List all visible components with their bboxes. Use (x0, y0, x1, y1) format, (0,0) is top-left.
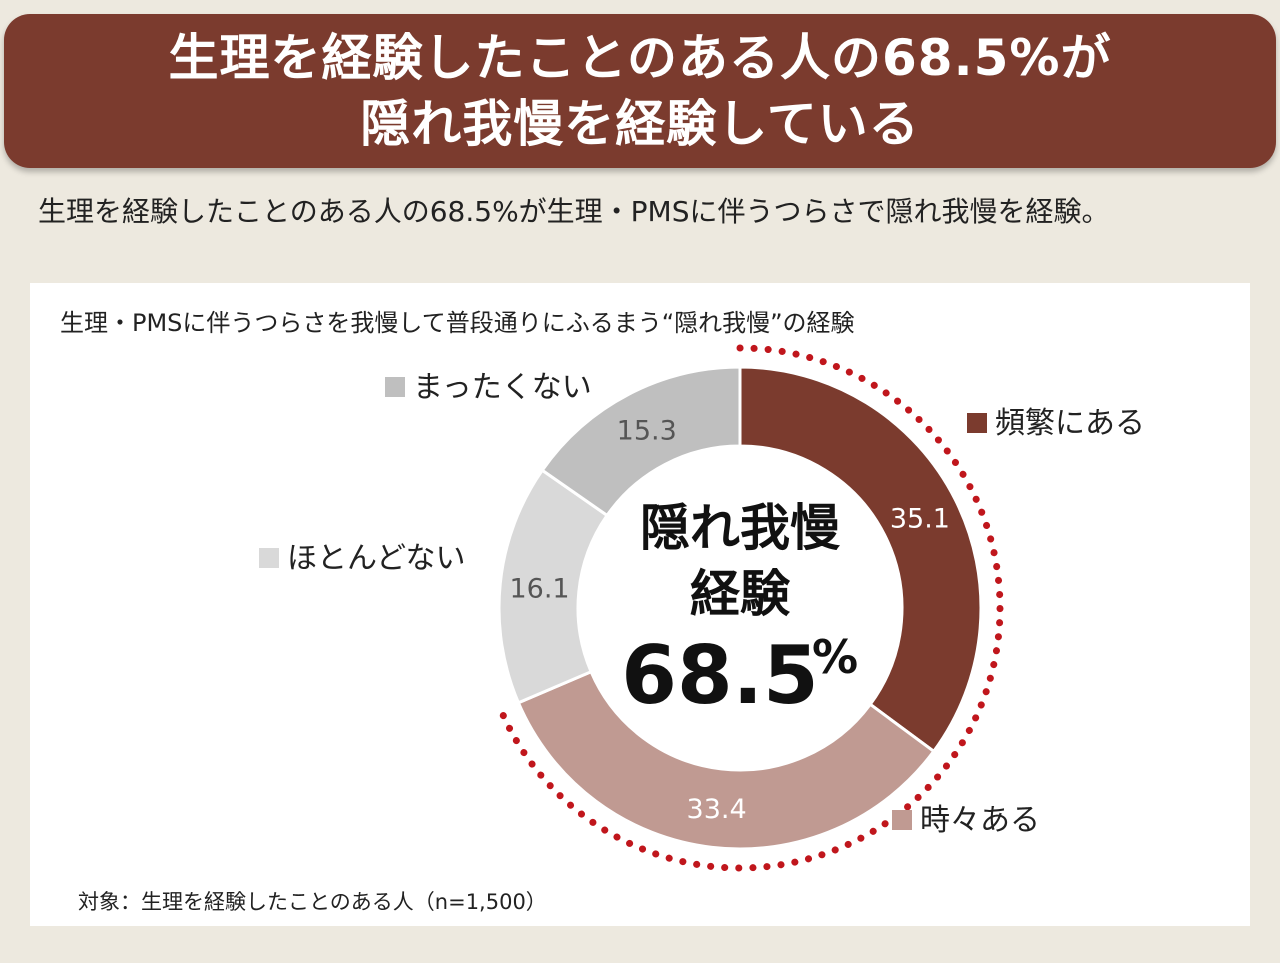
legend-swatch-4 (385, 377, 405, 397)
center-label-line-1: 隠れ我慢 (640, 499, 840, 557)
legend-swatch-2 (892, 810, 912, 830)
legend-label-2: 時々ある (920, 803, 1040, 838)
donut-slice-2 (516, 669, 936, 851)
highlight-ring (497, 344, 1004, 872)
chart-panel: 35.1 33.4 16.1 15.3 頻繁にある時々ある ほとんどない まったくない 隠… (30, 283, 1250, 926)
donut-slice-1 (738, 365, 983, 754)
slice-value-label-3: 16.1 (509, 573, 569, 604)
highlight-dotted-arc (497, 344, 1004, 872)
legend-label-4: まったくない (413, 370, 592, 405)
slice-value-label-4: 15.3 (617, 415, 677, 446)
donut-slices: 35.1 33.4 16.1 15.3 (497, 365, 983, 851)
footnote: 対象：生理を経験したことのある人（n=1,500） (78, 890, 547, 914)
center-value: 68.5 (621, 629, 818, 722)
chart-title: 生理・PMSに伴うつらさを我慢して普段通りにふるまう“隠れ我慢”の経験 (60, 309, 855, 337)
legend-label-1: 頻繁にある (995, 406, 1145, 441)
headline-line-1: 生理を経験したことのある人の68.5%が (168, 29, 1112, 87)
summary-subtitle: 生理を経験したことのある人の68.5%が生理・PMSに伴うつらさで隠れ我慢を経験… (38, 195, 1110, 228)
legend-swatch-3 (259, 548, 279, 568)
slice-value-label-2: 33.4 (687, 794, 747, 825)
legend-label-3: ほとんどない (287, 541, 466, 576)
center-annotation: 隠れ我慢 経験 68.5 % (621, 499, 858, 722)
center-label-line-2: 経験 (690, 565, 791, 623)
center-unit: % (812, 630, 858, 684)
headline-banner: 生理を経験したことのある人の68.5%が 隠れ我慢を経験している (4, 14, 1276, 168)
slice-value-label-1: 35.1 (890, 503, 950, 534)
headline-line-2: 隠れ我慢を経験している (360, 95, 920, 153)
donut-slice-4 (540, 365, 742, 518)
legend-swatch-1 (967, 413, 987, 433)
